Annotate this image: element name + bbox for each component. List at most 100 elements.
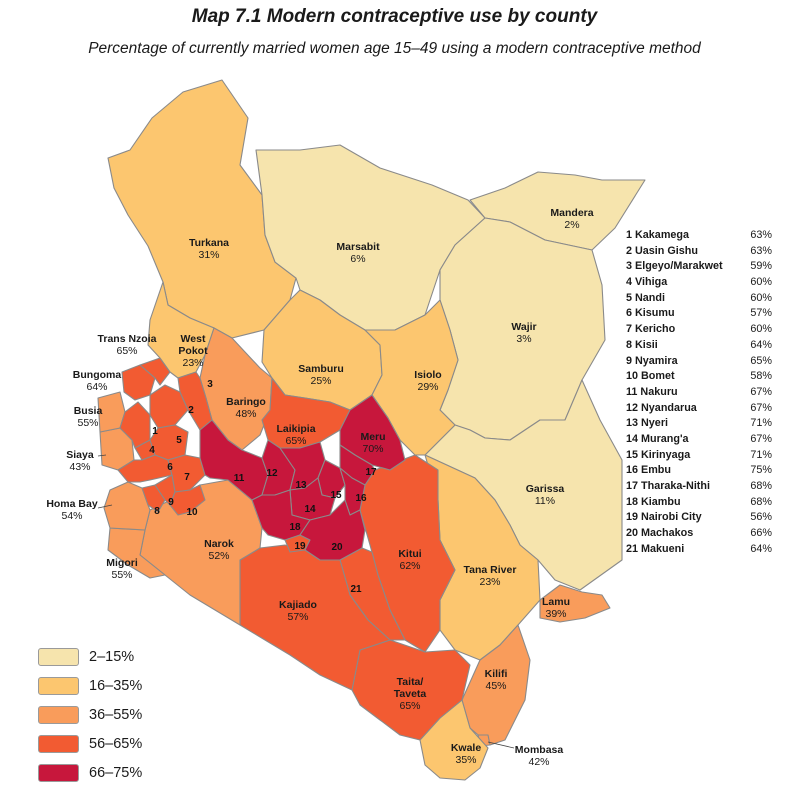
svg-text:31%: 31% xyxy=(198,249,219,261)
map-subtitle: Percentage of currently married women ag… xyxy=(88,40,701,57)
svg-text:West: West xyxy=(181,333,206,345)
svg-text:Wajir: Wajir xyxy=(511,321,536,333)
county-list-item: 2 Uasin Gishu 63% xyxy=(626,244,772,260)
county-list-value: 65% xyxy=(750,354,772,367)
county-list-name: 11 Nakuru xyxy=(626,385,678,398)
svg-text:29%: 29% xyxy=(417,381,438,393)
legend-swatch xyxy=(38,734,79,753)
svg-text:65%: 65% xyxy=(285,435,306,447)
county-list-value: 68% xyxy=(750,480,772,492)
svg-text:Mandera: Mandera xyxy=(550,207,593,219)
svg-text:Busia: Busia xyxy=(74,405,103,417)
svg-text:Tana River: Tana River xyxy=(464,564,517,576)
county-list-value: 67% xyxy=(750,401,772,414)
county-list-value: 63% xyxy=(750,229,772,241)
county-list-name: 3 Elgeyo/Marakwet xyxy=(626,260,723,273)
svg-text:Baringo: Baringo xyxy=(226,396,266,408)
county-list-name: 1 Kakamega xyxy=(626,229,690,241)
county-region-machakos xyxy=(299,499,366,561)
county-number-10: 10 xyxy=(186,507,198,518)
county-number-5: 5 xyxy=(176,435,182,446)
county-list-item: 1 Kakamega 63% xyxy=(626,228,772,244)
svg-text:Pokot: Pokot xyxy=(178,345,208,357)
svg-text:23%: 23% xyxy=(182,357,203,369)
county-region-migori xyxy=(107,527,166,579)
legend-label: 66–75% xyxy=(89,764,143,781)
legend-label: 56–65% xyxy=(89,735,143,752)
county-list-name: 14 Murang'a xyxy=(626,432,689,445)
svg-text:65%: 65% xyxy=(399,700,420,712)
svg-text:Kitui: Kitui xyxy=(398,548,421,560)
county-list-item: 10 Bomet 58% xyxy=(626,369,772,385)
county-region-kitui xyxy=(359,454,456,653)
county-region-kisumu xyxy=(117,454,173,483)
svg-text:23%: 23% xyxy=(479,576,500,588)
svg-text:2%: 2% xyxy=(564,219,579,231)
county-number-13: 13 xyxy=(295,480,307,491)
county-list-value: 66% xyxy=(750,527,772,540)
county-number-14: 14 xyxy=(304,504,316,515)
county-list-item: 12 Nyandarua 67% xyxy=(626,401,772,417)
svg-text:57%: 57% xyxy=(287,611,308,623)
svg-text:Bungoma: Bungoma xyxy=(73,369,122,381)
svg-text:Taita/: Taita/ xyxy=(397,676,424,688)
county-region-lamu xyxy=(539,584,611,623)
svg-text:Kajiado: Kajiado xyxy=(279,599,317,611)
county-list-value: 63% xyxy=(750,244,772,257)
county-list-name: 19 Nairobi City xyxy=(626,511,702,524)
county-list-name: 6 Kisumu xyxy=(626,307,675,320)
county-number-19: 19 xyxy=(294,541,306,552)
county-list-name: 16 Embu xyxy=(626,464,672,477)
svg-text:48%: 48% xyxy=(235,408,256,420)
legend-label: 36–55% xyxy=(89,706,143,723)
county-list-name: 8 Kisii xyxy=(626,338,658,351)
svg-text:Laikipia: Laikipia xyxy=(276,423,315,435)
county-list-item: 19 Nairobi City 56% xyxy=(626,510,772,526)
svg-text:Lamu: Lamu xyxy=(542,596,570,608)
map-title: Map 7.1 Modern contraceptive use by coun… xyxy=(191,6,598,27)
county-list-name: 5 Nandi xyxy=(626,291,665,304)
svg-text:42%: 42% xyxy=(528,756,549,768)
county-list-name: 21 Makueni xyxy=(626,542,685,555)
legend-entry: 16–35% xyxy=(38,671,142,700)
county-list-item: 3 Elgeyo/Marakwet 59% xyxy=(626,259,772,275)
svg-text:43%: 43% xyxy=(69,461,90,473)
svg-text:Siaya: Siaya xyxy=(66,449,94,461)
svg-text:Isiolo: Isiolo xyxy=(414,369,441,381)
county-list-item: 9 Nyamira 65% xyxy=(626,354,772,370)
svg-text:45%: 45% xyxy=(485,680,506,692)
svg-text:11%: 11% xyxy=(535,495,555,507)
county-list-item: 5 Nandi 60% xyxy=(626,291,772,307)
county-list-name: 20 Machakos xyxy=(626,527,694,540)
svg-text:55%: 55% xyxy=(111,569,132,581)
county-region-turkana xyxy=(107,79,297,339)
svg-text:Garissa: Garissa xyxy=(526,483,565,495)
svg-text:6%: 6% xyxy=(350,253,365,265)
svg-text:Meru: Meru xyxy=(360,431,385,443)
svg-text:Narok: Narok xyxy=(204,538,234,550)
numbered-county-list: 1 Kakamega 63% 2 Uasin Gishu 63% 3 Elgeyo/Ma… xyxy=(626,228,772,557)
legend-swatch xyxy=(38,676,79,695)
county-list-item: 6 Kisumu 57% xyxy=(626,306,772,322)
svg-text:Marsabit: Marsabit xyxy=(336,241,380,253)
svg-text:Kwale: Kwale xyxy=(451,742,482,754)
legend-swatch xyxy=(38,763,79,782)
legend-entry: 2–15% xyxy=(38,642,142,671)
county-list-item: 21 Makueni 64% xyxy=(626,542,772,558)
county-list-item: 14 Murang'a 67% xyxy=(626,432,772,448)
county-list-value: 64% xyxy=(750,338,772,351)
county-list-name: 4 Vihiga xyxy=(626,276,668,289)
svg-text:Homa Bay: Homa Bay xyxy=(46,498,98,510)
svg-text:Turkana: Turkana xyxy=(189,237,229,249)
